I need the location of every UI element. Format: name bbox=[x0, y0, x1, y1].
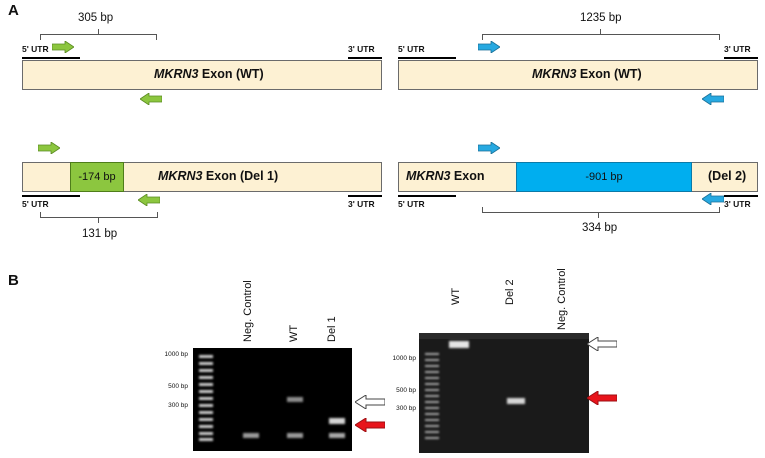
del2-bracket bbox=[482, 207, 720, 213]
reverse-primer-arrow-icon bbox=[702, 193, 724, 205]
wt-left-exon-text: Exon (WT) bbox=[198, 67, 264, 81]
del2-utr5-line bbox=[398, 195, 456, 197]
left-gel-lane-label-del1: Del 1 bbox=[326, 316, 338, 342]
left-gel-image bbox=[193, 348, 352, 451]
del1-bracket bbox=[40, 212, 158, 218]
panel-a-label: A bbox=[8, 2, 19, 19]
wt-left-utr5: 5' UTR bbox=[22, 44, 49, 54]
wt-right-utr3: 3' UTR bbox=[724, 44, 751, 54]
wt-right-bp: 1235 bp bbox=[580, 12, 622, 24]
red-arrow-icon bbox=[587, 391, 617, 405]
del2-bp: 334 bp bbox=[582, 222, 618, 234]
wt-left-exon-bar bbox=[22, 60, 382, 90]
del1-bracket-tick bbox=[98, 218, 99, 223]
red-arrow-icon bbox=[355, 418, 385, 432]
right-gel-ladder-1000: 1000 bp bbox=[392, 355, 417, 362]
del2-bracket-tick bbox=[598, 213, 599, 218]
del2-gene: MKRN3 bbox=[406, 169, 451, 183]
wt-right-gene: MKRN3 bbox=[532, 67, 577, 81]
del1-utr3-line bbox=[348, 195, 382, 197]
forward-primer-arrow-icon bbox=[478, 142, 500, 154]
wt-right-utr5-line bbox=[398, 57, 456, 59]
del2-utr3-line bbox=[724, 195, 758, 197]
panel-b-label: B bbox=[8, 272, 19, 289]
del2-exon-label: MKRN3 Exon bbox=[406, 169, 485, 183]
wt-right-exon-bar bbox=[398, 60, 758, 90]
left-gel-ladder-1000: 1000 bp bbox=[164, 351, 189, 358]
wt-right-utr5: 5' UTR bbox=[398, 44, 425, 54]
left-gel-ladder-500: 500 bp bbox=[168, 383, 188, 390]
right-gel-ladder-500: 500 bp bbox=[396, 387, 416, 394]
del2-deletion-box: -901 bp bbox=[516, 162, 692, 192]
forward-primer-arrow-icon bbox=[478, 41, 500, 53]
wt-left-utr3: 3' UTR bbox=[348, 44, 375, 54]
right-gel-lane-label-neg-control: Neg. Control bbox=[556, 268, 568, 330]
del1-utr5-line bbox=[22, 195, 80, 197]
del1-deletion-box: -174 bp bbox=[70, 162, 124, 192]
left-gel-bands bbox=[199, 355, 345, 441]
wt-left-utr3-line bbox=[348, 57, 382, 59]
del1-exon-text: Exon (Del 1) bbox=[202, 169, 279, 183]
wt-right-utr3-line bbox=[724, 57, 758, 59]
wt-right-exon-label: MKRN3 Exon (WT) bbox=[532, 67, 642, 81]
del2-utr3: 3' UTR bbox=[724, 199, 751, 209]
white-arrow-icon bbox=[355, 395, 385, 409]
del2-tail-label: (Del 2) bbox=[708, 169, 747, 183]
left-gel-lane-label-neg-control: Neg. Control bbox=[242, 280, 254, 342]
reverse-primer-arrow-icon bbox=[702, 93, 724, 105]
wt-left-bracket-tick bbox=[98, 29, 99, 34]
wt-left-bp: 305 bp bbox=[78, 12, 114, 24]
right-gel-image bbox=[419, 333, 589, 453]
del1-bp: 131 bp bbox=[82, 228, 118, 240]
wt-right-bracket bbox=[482, 34, 720, 40]
wt-right-exon-text: Exon (WT) bbox=[576, 67, 642, 81]
reverse-primer-arrow-icon bbox=[138, 194, 160, 206]
forward-primer-arrow-icon bbox=[38, 142, 60, 154]
del2-exon-text: Exon bbox=[450, 169, 485, 183]
wt-left-utr5-line bbox=[22, 57, 80, 59]
right-gel-lane-label-wt: WT bbox=[450, 287, 462, 305]
del2-utr5: 5' UTR bbox=[398, 199, 425, 209]
del1-exon-label: MKRN3 Exon (Del 1) bbox=[158, 169, 278, 183]
reverse-primer-arrow-icon bbox=[140, 93, 162, 105]
wt-left-bracket bbox=[40, 34, 157, 40]
right-gel-bands bbox=[419, 333, 589, 439]
del1-gene: MKRN3 bbox=[158, 169, 203, 183]
forward-primer-arrow-icon bbox=[52, 41, 74, 53]
right-gel-lane-label-del2: Del 2 bbox=[504, 279, 516, 305]
wt-right-bracket-tick bbox=[600, 29, 601, 34]
wt-left-gene: MKRN3 bbox=[154, 67, 199, 81]
left-gel-lane-label-wt: WT bbox=[288, 324, 300, 342]
right-gel-ladder-300: 300 bp bbox=[396, 405, 416, 412]
wt-left-exon-label: MKRN3 Exon (WT) bbox=[154, 67, 264, 81]
left-gel-ladder-300: 300 bp bbox=[168, 402, 188, 409]
white-arrow-icon bbox=[587, 337, 617, 351]
del1-utr5: 5' UTR bbox=[22, 199, 49, 209]
del1-utr3: 3' UTR bbox=[348, 199, 375, 209]
